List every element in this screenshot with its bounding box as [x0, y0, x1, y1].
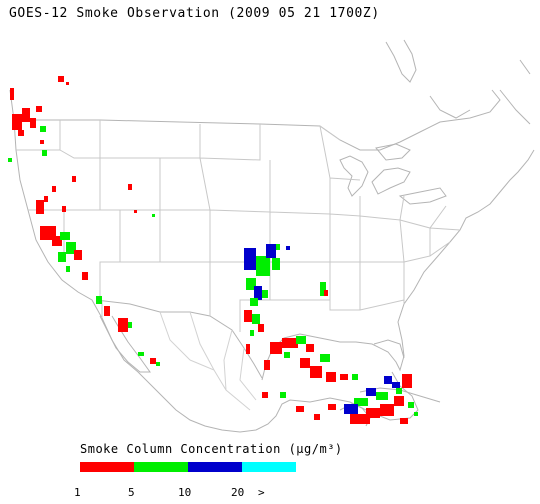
northern-border — [36, 89, 501, 151]
legend-swatch-5-10 — [134, 462, 188, 472]
smoke-yucatan — [344, 374, 418, 424]
us-mexico-border — [95, 299, 263, 379]
legend-swatch-10-20 — [188, 462, 242, 472]
smoke-interior-west — [128, 184, 155, 217]
legend-swatch-1-5 — [80, 462, 134, 472]
legend-tick-above: > — [258, 486, 265, 499]
canada-coast — [385, 39, 531, 125]
legend-swatch-20-plus — [242, 462, 296, 472]
smoke-california-north — [36, 176, 76, 214]
legend-tick-5: 5 — [128, 486, 135, 499]
smoke-gulf-coast — [262, 336, 358, 420]
smoke-pacific-northwest — [8, 76, 69, 162]
smoke-southern-plains — [244, 244, 290, 354]
smoke-baja — [96, 296, 160, 366]
legend-tick-10: 10 — [178, 486, 192, 499]
legend-title: Smoke Column Concentration (µg/m³) — [80, 442, 343, 456]
florida — [373, 339, 405, 359]
legend-tick-20: 20 — [231, 486, 245, 499]
legend-color-bar — [80, 462, 296, 472]
great-lakes — [339, 143, 447, 205]
base-map — [9, 39, 535, 433]
legend-tick-1: 1 — [74, 486, 81, 499]
map-title: GOES-12 Smoke Observation (2009 05 21 17… — [9, 6, 380, 21]
baja-california — [99, 315, 151, 373]
smoke-mississippi — [320, 282, 328, 296]
mexico-states — [159, 311, 257, 411]
smoke-california-central — [40, 226, 88, 280]
smoke-observations — [8, 76, 418, 424]
state-boundaries — [16, 120, 461, 332]
